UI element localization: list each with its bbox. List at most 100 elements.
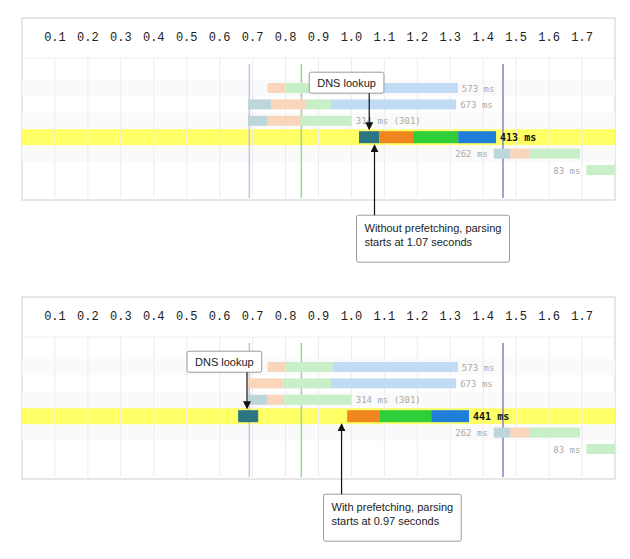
grid-line [483, 337, 484, 477]
annotation-box [309, 72, 384, 93]
annotation: Without prefetching, parsingstarts at 1.… [357, 145, 510, 262]
grid-line [318, 337, 319, 477]
grid-line [516, 337, 517, 477]
request-segment [359, 131, 379, 143]
request-segment [238, 410, 258, 422]
tick-label: 0.9 [308, 31, 330, 45]
request-segment [271, 99, 306, 109]
grid-line [252, 58, 253, 198]
tick-label: 0.6 [209, 310, 231, 324]
grid-line [450, 337, 451, 477]
annotation-text: Without prefetching, parsing [365, 222, 502, 234]
annotation-text: With prefetching, parsing [332, 501, 454, 513]
tick-label: 0.8 [275, 310, 297, 324]
request-segment [268, 395, 284, 405]
annotation-text: DNS lookup [195, 356, 254, 368]
request-segment [306, 99, 331, 109]
grid-line [54, 58, 55, 198]
request-segment [268, 116, 301, 126]
tick-label: 0.9 [308, 310, 330, 324]
tick-label: 1.7 [571, 310, 593, 324]
waterfall-panel: 0.10.20.30.40.50.60.70.80.91.01.11.21.31… [22, 297, 619, 479]
grid-line [285, 337, 286, 477]
row-label: 573 ms [462, 363, 495, 373]
grid-line [549, 337, 550, 477]
request-segment [284, 395, 352, 405]
tick-label: 0.1 [44, 31, 66, 45]
request-segment [347, 410, 379, 422]
request-segment [283, 378, 331, 388]
request-segment [248, 116, 268, 126]
background [0, 0, 630, 559]
tick-label: 1.1 [374, 31, 396, 45]
annotation-box [357, 215, 510, 262]
request-segment [286, 362, 333, 372]
grid-line [285, 58, 286, 198]
request-segment [301, 116, 352, 126]
row-label: 673 ms [460, 379, 493, 389]
grid-line [450, 58, 451, 198]
row-label: 413 ms [500, 132, 536, 143]
grid-line [516, 58, 517, 198]
request-segment [494, 428, 510, 438]
tick-label: 1.0 [341, 310, 363, 324]
annotation-text: starts at 0.97 seconds [332, 515, 440, 527]
request-segment [431, 410, 469, 422]
grid-line [153, 337, 154, 477]
grid-line [582, 58, 583, 198]
grid-line [153, 58, 154, 198]
annotation: DNS lookup [187, 351, 262, 408]
row-label: 573 ms [462, 84, 495, 94]
annotation: DNS lookup [309, 72, 384, 129]
tick-label: 0.3 [110, 31, 132, 45]
annotation: With prefetching, parsing starts at 0.97 … [324, 424, 462, 541]
tick-label: 0.6 [209, 31, 231, 45]
annotation-text: DNS lookup [317, 77, 376, 89]
grid-line [384, 337, 385, 477]
row-label: 262 ms [455, 428, 488, 438]
request-segment [331, 99, 456, 109]
request-segment [530, 149, 580, 159]
request-segment [333, 362, 458, 372]
tick-label: 1.5 [505, 31, 527, 45]
grid-line [351, 337, 352, 477]
row-label: 262 ms [455, 149, 488, 159]
tick-label: 1.1 [374, 310, 396, 324]
request-segment [530, 428, 580, 438]
row-label: 314 ms (301) [356, 116, 421, 126]
request-segment [413, 131, 458, 143]
grid-line [582, 337, 583, 477]
tick-label: 0.7 [242, 310, 264, 324]
tick-label: 1.6 [538, 310, 560, 324]
grid-line [549, 58, 550, 198]
tick-label: 1.4 [472, 31, 494, 45]
tick-label: 1.2 [407, 310, 429, 324]
page: 0.10.20.30.40.50.60.70.80.91.01.11.21.31… [0, 0, 630, 559]
plot-area [238, 343, 615, 477]
tick-label: 0.8 [275, 31, 297, 45]
request-segment [586, 444, 615, 454]
request-segment [248, 395, 268, 405]
tick-label: 0.4 [143, 31, 165, 45]
grid-line [120, 58, 121, 198]
grid-line [87, 337, 88, 477]
request-segment [267, 362, 285, 372]
annotation-box [324, 494, 462, 541]
grid-line [219, 58, 220, 198]
tick-label: 0.3 [110, 310, 132, 324]
event-marker [249, 64, 251, 198]
request-segment [267, 83, 285, 93]
row-label: 441 ms [473, 411, 509, 422]
tick-label: 0.5 [176, 31, 198, 45]
tick-label: 1.5 [505, 310, 527, 324]
request-segment [494, 149, 510, 159]
annotation-box [187, 351, 262, 372]
row-label: 83 ms [553, 445, 580, 455]
annotation-arrow [369, 93, 370, 129]
grid-line [417, 58, 418, 198]
request-segment [379, 410, 431, 422]
row-label: 673 ms [460, 100, 493, 110]
grid-line [87, 58, 88, 198]
request-segment [379, 131, 413, 143]
tick-label: 1.2 [407, 31, 429, 45]
